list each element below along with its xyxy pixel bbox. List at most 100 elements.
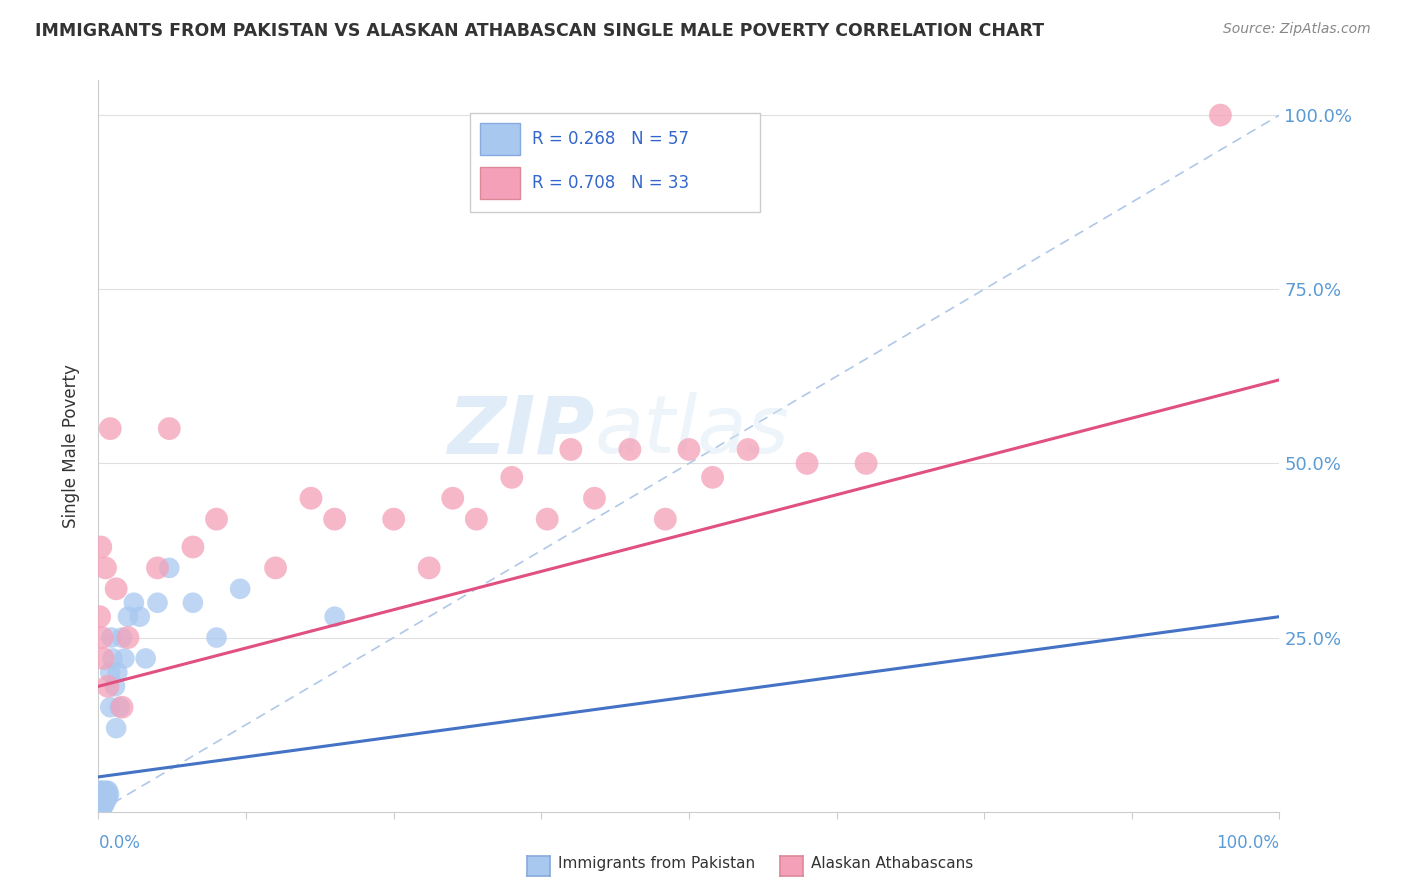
Point [89,790,111,805]
Point [89,609,111,624]
Point [94,561,117,575]
Point [97,679,120,693]
Text: atlas: atlas [595,392,789,470]
Point [90,540,112,554]
Point [536,512,558,526]
Point [146,561,169,575]
Text: R = 0.708   N = 33: R = 0.708 N = 33 [531,174,689,192]
Point [90,784,112,798]
Point [105,582,128,596]
Point [465,512,488,526]
Point [117,609,139,624]
Point [101,651,124,665]
Point [105,665,128,680]
Text: R = 0.268   N = 57: R = 0.268 N = 57 [531,130,689,148]
Point [111,631,134,645]
Point [89,794,111,808]
Point [90,799,112,814]
Point [87,797,110,812]
Point [89,801,111,815]
Point [89,801,111,815]
Point [91,790,114,805]
Point [91,784,114,798]
Point [702,470,724,484]
Point [91,801,114,815]
Point [181,540,204,554]
Point [89,797,111,812]
Point [93,797,115,812]
Point [91,794,114,808]
Point [91,631,114,645]
Point [205,631,228,645]
Point [97,790,120,805]
Point [205,512,228,526]
Point [90,794,112,808]
Point [299,491,322,506]
Point [90,797,112,812]
Point [382,512,405,526]
Point [91,797,114,812]
Point [855,457,877,471]
Point [323,512,346,526]
Point [97,784,120,798]
Point [91,787,114,801]
Point [560,442,582,457]
Point [323,609,346,624]
Point [157,561,180,575]
Point [583,491,606,506]
Point [90,801,112,815]
Point [98,700,121,714]
Point [94,787,117,801]
FancyBboxPatch shape [471,113,759,212]
Point [619,442,641,457]
Point [91,790,114,805]
Point [128,609,150,624]
Point [91,784,114,798]
Point [117,631,139,645]
Point [441,491,464,506]
Point [93,787,115,801]
Y-axis label: Single Male Poverty: Single Male Poverty [62,364,80,528]
Text: IMMIGRANTS FROM PAKISTAN VS ALASKAN ATHABASCAN SINGLE MALE POVERTY CORRELATION C: IMMIGRANTS FROM PAKISTAN VS ALASKAN ATHA… [35,22,1045,40]
Point [93,794,115,808]
Text: Source: ZipAtlas.com: Source: ZipAtlas.com [1223,22,1371,37]
Point [418,561,440,575]
Point [135,651,157,665]
Point [111,700,134,714]
Text: Alaskan Athabascans: Alaskan Athabascans [811,856,973,871]
Point [96,790,118,805]
Point [98,665,121,680]
Point [122,596,145,610]
Point [501,470,523,484]
Point [104,679,127,693]
Point [100,631,122,645]
Point [89,787,111,801]
Point [264,561,287,575]
Point [737,442,759,457]
Point [94,794,117,808]
Point [112,651,135,665]
Point [678,442,700,457]
Point [96,784,118,798]
Point [89,797,111,812]
Point [181,596,204,610]
Point [91,651,114,665]
Point [90,787,112,801]
Point [91,797,114,812]
Text: Immigrants from Pakistan: Immigrants from Pakistan [558,856,755,871]
Point [654,512,676,526]
Point [89,790,111,805]
Point [108,700,131,714]
Point [229,582,252,596]
Text: 0.0%: 0.0% [98,834,141,852]
Point [98,421,121,435]
Point [105,721,128,735]
Point [91,794,114,808]
Text: 100.0%: 100.0% [1216,834,1279,852]
Point [98,787,121,801]
Point [90,790,112,805]
Point [1209,108,1232,122]
Text: ZIP: ZIP [447,392,595,470]
Point [796,457,818,471]
Point [146,596,169,610]
